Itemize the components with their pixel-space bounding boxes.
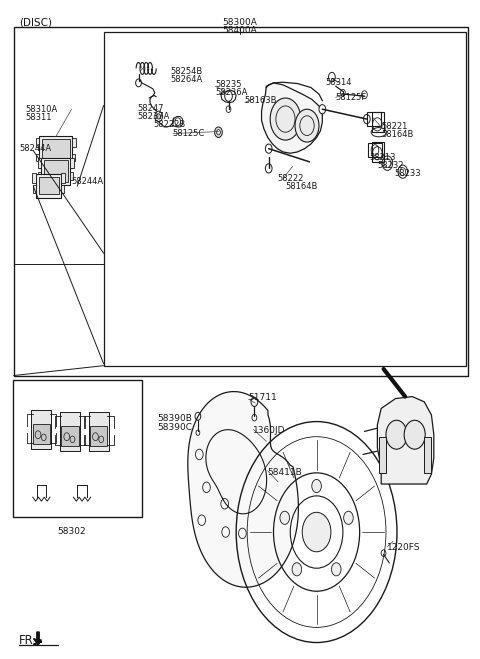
Bar [37, 158, 41, 167]
Polygon shape [262, 83, 323, 154]
Bar [13, 27, 468, 376]
Bar [70, 158, 74, 167]
Bar [72, 154, 75, 161]
Text: 58233: 58233 [394, 169, 421, 178]
Text: 58390B: 58390B [157, 415, 192, 424]
Polygon shape [31, 411, 51, 449]
Text: FR.: FR. [19, 634, 37, 647]
Text: 58300A: 58300A [223, 18, 257, 27]
Text: 58390C: 58390C [157, 423, 192, 432]
Polygon shape [60, 413, 80, 451]
Text: 58302: 58302 [57, 527, 86, 536]
Text: 58221: 58221 [381, 123, 408, 131]
Bar [70, 172, 73, 180]
Polygon shape [36, 174, 61, 198]
Bar [36, 138, 39, 147]
Text: 58244A: 58244A [72, 177, 104, 186]
Text: 58247: 58247 [137, 104, 164, 113]
Text: 58244A: 58244A [19, 144, 51, 153]
Text: (DISC): (DISC) [19, 17, 52, 28]
Circle shape [319, 105, 325, 114]
Text: 1220FS: 1220FS [387, 543, 421, 552]
Bar [36, 154, 39, 161]
Polygon shape [38, 177, 59, 194]
Text: 1360JD: 1360JD [253, 426, 286, 435]
Bar [32, 173, 36, 183]
Circle shape [157, 114, 160, 119]
Text: 58164B: 58164B [381, 130, 414, 139]
Text: 58125C: 58125C [172, 129, 204, 138]
Bar [372, 113, 384, 132]
FancyArrow shape [35, 632, 41, 645]
Circle shape [295, 109, 319, 142]
Text: 51711: 51711 [249, 393, 277, 402]
Text: 58254B: 58254B [170, 67, 203, 76]
Bar [424, 437, 432, 473]
Circle shape [302, 512, 331, 552]
Circle shape [386, 420, 407, 449]
Polygon shape [90, 426, 108, 446]
Circle shape [332, 563, 341, 576]
Circle shape [215, 127, 222, 138]
Polygon shape [44, 161, 68, 181]
Text: 58222: 58222 [277, 174, 304, 183]
Polygon shape [377, 397, 434, 484]
Bar [61, 173, 65, 183]
Bar [367, 113, 381, 126]
Circle shape [404, 420, 425, 449]
Text: 58235: 58235 [215, 80, 241, 89]
Text: 58232: 58232 [378, 161, 404, 169]
Bar [61, 185, 64, 193]
Polygon shape [41, 158, 70, 185]
Polygon shape [39, 136, 72, 168]
Text: 58164B: 58164B [286, 183, 318, 191]
Text: 58411B: 58411B [268, 468, 302, 476]
Circle shape [280, 511, 289, 525]
Bar [372, 142, 384, 162]
Circle shape [292, 563, 301, 576]
Polygon shape [42, 139, 70, 164]
Text: 58310A: 58310A [25, 105, 58, 114]
Text: 58400A: 58400A [223, 26, 257, 36]
Text: 58222B: 58222B [154, 120, 186, 129]
Text: 58125F: 58125F [336, 93, 367, 102]
Bar [368, 144, 382, 157]
Circle shape [312, 480, 322, 492]
Text: 58213: 58213 [369, 153, 396, 161]
Polygon shape [61, 426, 79, 446]
Text: 58311: 58311 [25, 113, 52, 122]
Text: 58236A: 58236A [215, 88, 248, 97]
Bar [104, 32, 466, 366]
Bar [38, 172, 41, 180]
Bar [379, 437, 386, 473]
Bar [12, 380, 142, 517]
Polygon shape [33, 424, 50, 444]
Text: 58237A: 58237A [137, 112, 169, 121]
Circle shape [344, 511, 353, 525]
Circle shape [270, 98, 301, 140]
Text: 58264A: 58264A [170, 75, 203, 84]
Bar [72, 138, 76, 147]
Text: 58314: 58314 [325, 78, 352, 87]
Bar [33, 185, 36, 193]
Text: 58163B: 58163B [245, 96, 277, 105]
Polygon shape [89, 413, 109, 451]
Polygon shape [188, 391, 299, 587]
Polygon shape [206, 430, 266, 514]
